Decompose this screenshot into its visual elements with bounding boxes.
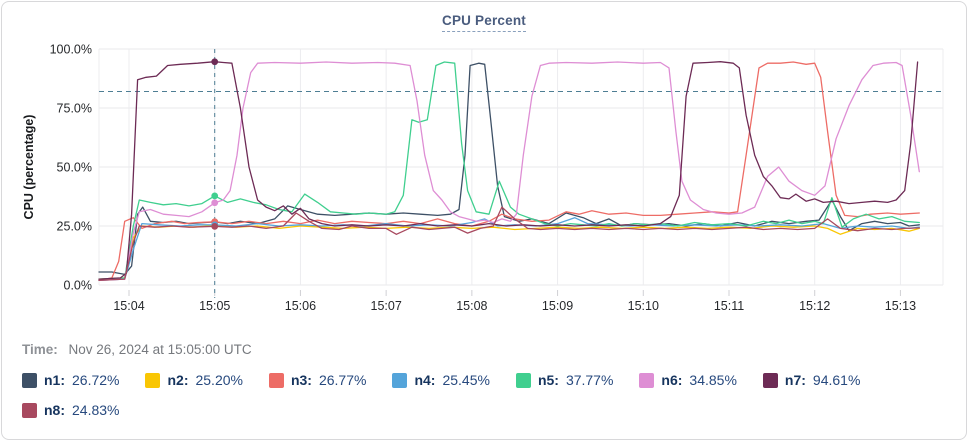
legend-series-name: n4: xyxy=(414,372,436,388)
y-tick-label: 100.0% xyxy=(50,43,92,57)
y-axis-title: CPU (percentage) xyxy=(22,115,36,220)
series-line-n7 xyxy=(98,61,919,280)
legend-item-n4[interactable]: n4: 25.45% xyxy=(392,372,490,388)
legend-series-value: 25.45% xyxy=(442,372,490,388)
x-tick-label: 15:06 xyxy=(285,299,316,313)
y-tick-label: 75.0% xyxy=(57,102,92,116)
legend-swatch-n5 xyxy=(515,372,531,388)
x-tick-label: 15:08 xyxy=(456,299,487,313)
series-line-n1 xyxy=(98,62,920,276)
legend-swatch-n2 xyxy=(145,372,161,388)
time-value: Nov 26, 2024 at 15:05:00 UTC xyxy=(68,342,252,357)
chart-title-text[interactable]: CPU Percent xyxy=(442,13,526,32)
marker-dot-n5 xyxy=(211,192,219,200)
series-line-n6 xyxy=(98,61,920,281)
time-readout: Time: Nov 26, 2024 at 15:05:00 UTC xyxy=(22,342,252,357)
x-tick-label: 15:11 xyxy=(714,299,744,313)
legend-swatch-n4 xyxy=(392,372,408,388)
marker-dot-n7 xyxy=(211,58,219,66)
legend-series-name: n7: xyxy=(784,372,806,388)
legend-series-name: n6: xyxy=(661,372,683,388)
legend-series-name: n8: xyxy=(44,402,65,418)
x-tick-label: 15:04 xyxy=(113,299,144,313)
cpu-percent-chart[interactable]: 0.0% 25.0% 50.0% 75.0% 100.0% 15:04 15:05 15:06… xyxy=(2,2,967,327)
series-line-n8 xyxy=(98,206,920,281)
legend-series-value: 26.72% xyxy=(72,372,120,388)
legend-series-value: 94.61% xyxy=(812,372,861,388)
legend-row-2: n8: 24.83% xyxy=(22,402,119,418)
legend-series-name: n3: xyxy=(290,372,312,388)
legend-swatch-n1 xyxy=(22,372,37,388)
legend-series-value: 37.77% xyxy=(565,372,614,388)
legend-swatch-n6 xyxy=(639,372,655,388)
legend-item-n6[interactable]: n6: 34.85% xyxy=(639,372,737,388)
x-tick-label: 15:07 xyxy=(371,299,402,313)
y-tick-label: 0.0% xyxy=(64,279,93,293)
legend-series-value: 26.77% xyxy=(318,372,367,388)
time-label: Time: xyxy=(22,342,58,357)
legend-swatch-n7 xyxy=(762,372,778,388)
y-tick-label: 25.0% xyxy=(57,220,92,234)
x-tick-label: 15:10 xyxy=(628,299,659,313)
y-tick-label: 50.0% xyxy=(57,161,92,175)
chart-title: CPU Percent xyxy=(2,12,966,32)
x-tick-label: 15:13 xyxy=(885,299,916,313)
legend-swatch-n3 xyxy=(268,372,284,388)
x-tick-label: 15:12 xyxy=(799,299,830,313)
legend-item-n3[interactable]: n3: 26.77% xyxy=(268,372,367,388)
legend-series-value: 25.20% xyxy=(195,372,243,388)
legend-swatch-n8 xyxy=(22,402,37,418)
legend-series-name: n1: xyxy=(44,372,65,388)
legend-series-value: 24.83% xyxy=(72,402,120,418)
series-line-n3 xyxy=(98,61,920,281)
legend-item-n5[interactable]: n5: 37.77% xyxy=(515,372,614,388)
series-line-n2 xyxy=(98,224,920,280)
legend-row-1: n1: 26.72% n2: 25.20% n3: 26.77% n4: 25.45% n5: 3… xyxy=(22,372,860,388)
series-line-n5 xyxy=(98,61,920,280)
legend-item-n1[interactable]: n1: 26.72% xyxy=(22,372,119,388)
legend-series-value: 34.85% xyxy=(689,372,737,388)
legend-series-name: n5: xyxy=(537,372,559,388)
legend-series-name: n2: xyxy=(167,372,189,388)
marker-dot-n6 xyxy=(211,199,219,207)
legend-item-n8[interactable]: n8: 24.83% xyxy=(22,402,119,418)
legend-item-n7[interactable]: n7: 94.61% xyxy=(762,372,861,388)
x-tick-label: 15:09 xyxy=(542,299,573,313)
marker-dot-n8 xyxy=(211,223,219,230)
x-tick-label: 15:05 xyxy=(199,299,230,313)
legend-item-n2[interactable]: n2: 25.20% xyxy=(145,372,243,388)
